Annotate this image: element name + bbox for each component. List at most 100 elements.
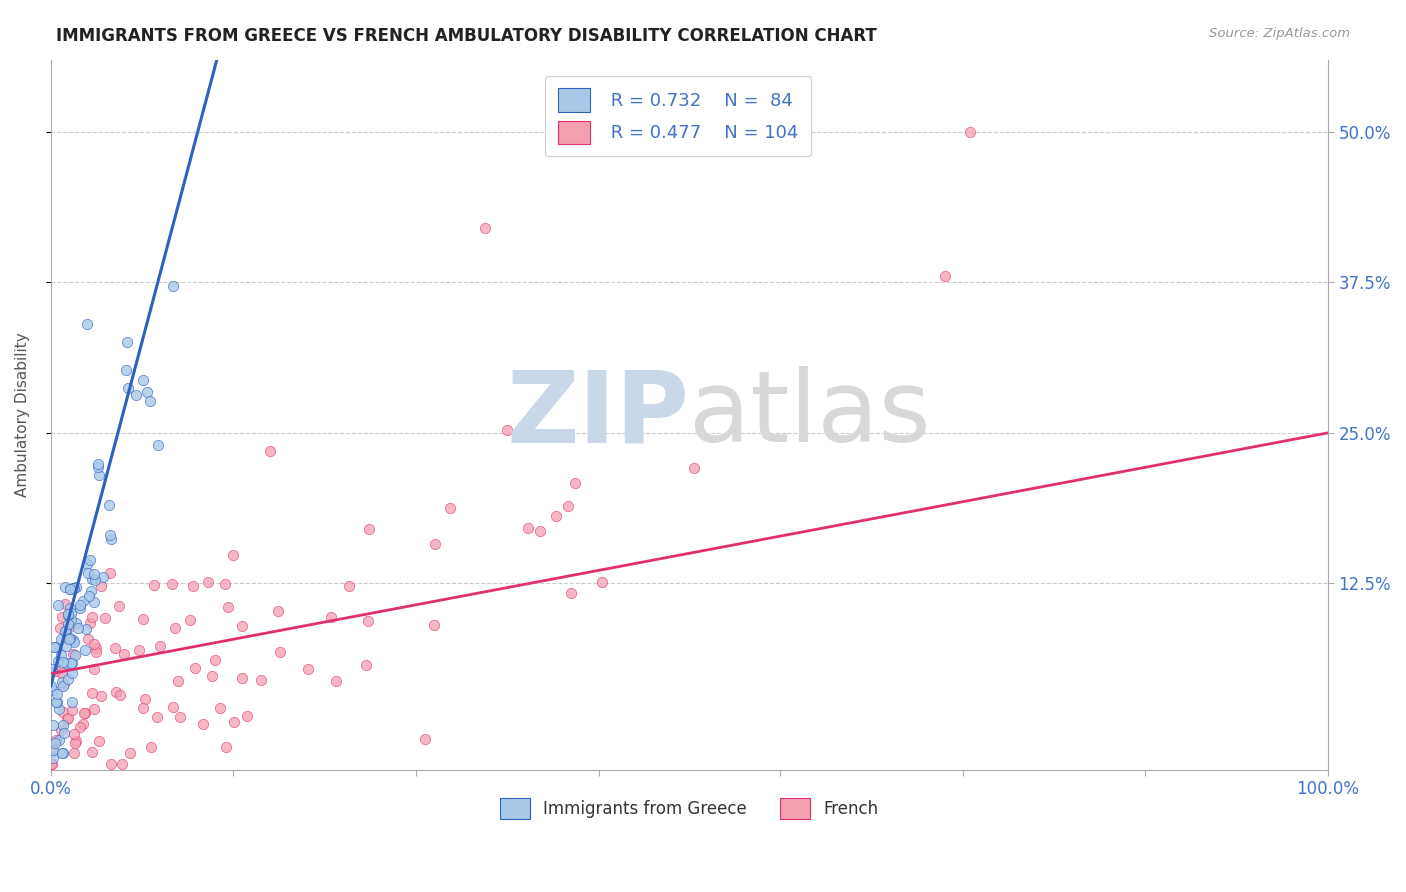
Point xyxy=(682,460,704,475)
Point xyxy=(59,631,82,645)
Point xyxy=(65,615,87,630)
Point xyxy=(415,732,437,747)
Point xyxy=(167,674,190,689)
Point xyxy=(139,740,162,755)
Point xyxy=(117,335,139,350)
Point xyxy=(59,601,82,615)
Point xyxy=(58,620,80,634)
Point xyxy=(125,388,148,402)
Point xyxy=(72,717,94,731)
Point xyxy=(59,582,82,596)
Point xyxy=(62,581,84,595)
Point xyxy=(44,695,66,709)
Point xyxy=(42,751,65,765)
Point xyxy=(60,703,83,717)
Point xyxy=(98,528,121,542)
Point xyxy=(46,654,69,668)
Point xyxy=(59,612,82,626)
Point xyxy=(69,598,91,612)
Point xyxy=(337,579,360,593)
Point xyxy=(76,566,98,580)
Point xyxy=(191,716,214,731)
Point xyxy=(80,745,103,759)
Point xyxy=(181,579,204,593)
Point xyxy=(63,581,86,595)
Point xyxy=(45,732,67,747)
Point xyxy=(209,701,232,715)
Point xyxy=(69,720,91,734)
Point xyxy=(149,639,172,653)
Point xyxy=(139,394,162,409)
Point xyxy=(56,672,79,686)
Point xyxy=(422,618,444,632)
Point xyxy=(108,599,131,614)
Point xyxy=(325,674,347,689)
Point xyxy=(250,673,273,687)
Point xyxy=(44,640,66,654)
Point xyxy=(214,740,236,755)
Point xyxy=(46,695,69,709)
Point xyxy=(425,537,447,551)
Point xyxy=(49,723,72,737)
Point xyxy=(84,645,107,659)
Text: Source: ZipAtlas.com: Source: ZipAtlas.com xyxy=(1209,27,1350,40)
Point xyxy=(97,498,120,512)
Point xyxy=(79,553,101,567)
Point xyxy=(132,373,155,387)
Point xyxy=(56,607,79,621)
Point xyxy=(90,690,112,704)
Point xyxy=(41,661,63,675)
Point xyxy=(222,549,245,563)
Point xyxy=(52,705,75,719)
Point xyxy=(105,684,128,698)
Point xyxy=(48,598,70,612)
Point xyxy=(55,656,77,670)
Point xyxy=(84,574,107,588)
Point xyxy=(48,701,70,715)
Point xyxy=(55,624,77,639)
Point xyxy=(72,594,94,608)
Point xyxy=(557,499,579,513)
Point xyxy=(165,621,187,635)
Point xyxy=(217,599,239,614)
Point xyxy=(60,666,83,681)
Point xyxy=(63,727,86,741)
Point xyxy=(91,570,114,584)
Point xyxy=(51,746,73,760)
Point xyxy=(160,576,183,591)
Legend: Immigrants from Greece, French: Immigrants from Greece, French xyxy=(494,791,886,826)
Point xyxy=(86,459,108,474)
Point xyxy=(59,656,82,670)
Point xyxy=(169,709,191,723)
Point xyxy=(197,575,219,590)
Point xyxy=(83,662,105,676)
Point xyxy=(49,621,72,635)
Point xyxy=(58,632,80,646)
Point xyxy=(63,648,86,663)
Point xyxy=(496,423,519,437)
Point xyxy=(259,444,281,458)
Point xyxy=(51,610,73,624)
Point xyxy=(162,278,184,293)
Point xyxy=(115,363,138,377)
Point xyxy=(560,586,582,600)
Point xyxy=(51,665,73,680)
Point xyxy=(98,566,121,580)
Point xyxy=(214,577,236,591)
Point xyxy=(39,679,62,693)
Point xyxy=(132,612,155,626)
Point xyxy=(591,574,613,589)
Point xyxy=(65,580,87,594)
Point xyxy=(49,648,72,663)
Point xyxy=(42,683,65,698)
Point xyxy=(132,701,155,715)
Text: ZIP: ZIP xyxy=(506,367,689,463)
Point xyxy=(100,533,122,547)
Point xyxy=(546,509,568,524)
Point xyxy=(41,744,63,758)
Point xyxy=(53,624,76,638)
Point xyxy=(53,580,76,594)
Point xyxy=(62,647,84,661)
Text: atlas: atlas xyxy=(689,367,931,463)
Point xyxy=(60,606,83,620)
